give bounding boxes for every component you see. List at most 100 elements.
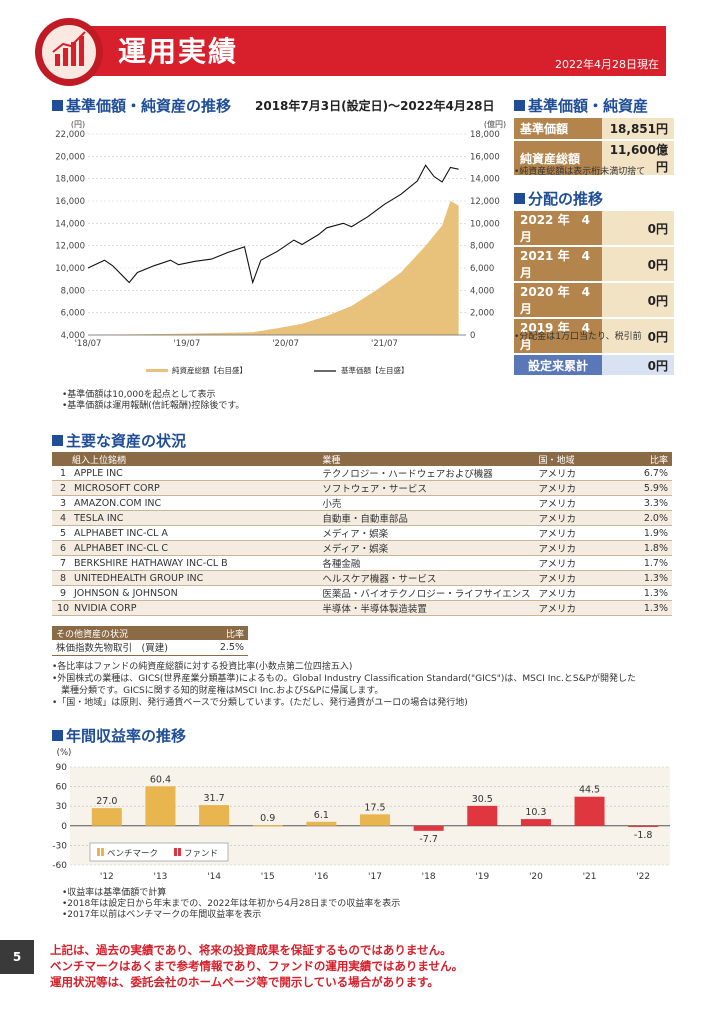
nav-value: 18,851円	[602, 118, 674, 141]
other-header-ratio: 比率	[206, 626, 248, 640]
x-tick-label: '21/07	[371, 339, 398, 349]
holding-name: 10 NVIDIA CORP	[52, 600, 319, 616]
other-ratio: 2.5%	[206, 640, 248, 656]
fund-bar	[628, 825, 659, 827]
section-bullet-icon	[52, 100, 63, 111]
returns-x-tick: '17	[368, 872, 382, 882]
holding-name-text: ALPHABET INC-CL A	[74, 527, 168, 539]
holding-sector: 小売	[318, 495, 535, 511]
left-tick-label: 14,000	[55, 219, 85, 229]
x-tick-label: '20/07	[272, 339, 299, 349]
nav-note-1: •基準価額は10,000を起点として表示	[62, 390, 216, 400]
nav-box-title: 基準価額・純資産	[514, 95, 648, 116]
holding-ratio: 3.3%	[613, 495, 672, 511]
holding-name: 7 BERKSHIRE HATHAWAY INC-CL B	[52, 555, 319, 571]
holding-country: アメリカ	[534, 495, 614, 511]
dist-total-label: 設定来累計	[514, 354, 602, 377]
col-header-ratio: 比率	[613, 452, 672, 466]
holding-sector: ヘルスケア機器・サービス	[318, 570, 535, 586]
table-row: 10 NVIDIA CORP 半導体・半導体製造装置 アメリカ 1.3%	[52, 600, 672, 616]
left-tick-label: 8,000	[61, 286, 85, 296]
holding-name: 6 ALPHABET INC-CL C	[52, 540, 319, 556]
holding-sector: テクノロジー・ハードウェアおよび機器	[318, 466, 535, 481]
holding-name-text: MICROSOFT CORP	[74, 482, 160, 494]
returns-x-tick: '19	[475, 872, 489, 882]
holding-name: 5 ALPHABET INC-CL A	[52, 525, 319, 541]
nav-note-2: •基準価額は運用報酬(信託報酬)控除後です。	[62, 401, 245, 411]
header-bar	[55, 26, 666, 76]
dist-period: 2020 年 4月	[514, 282, 602, 319]
holding-country: アメリカ	[534, 466, 614, 481]
holding-rank: 2	[59, 482, 67, 494]
col-header-country: 国・地域	[534, 452, 614, 466]
holding-sector: ソフトウェア・サービス	[318, 480, 535, 496]
returns-y-tick: 60	[56, 783, 68, 793]
bar-value-label: -1.8	[634, 830, 653, 841]
nav-chart: (円) (億円) 4,000 6,000 8,000 10,000 12,000 14,0…	[55, 119, 506, 375]
dist-row: 2022 年 4月 0円	[514, 211, 674, 247]
right-tick-label: 4,000	[470, 286, 494, 296]
table-row: 5 ALPHABET INC-CL A メディア・娯楽 アメリカ 1.9%	[52, 525, 672, 541]
nav-row-price: 基準価額 18,851円	[514, 118, 674, 141]
holdings-note-3: 業種分類です。GICSに関する知的財産権はMSCI Inc.およびS&Pに帰属し…	[52, 686, 384, 696]
holding-rank: 4	[59, 512, 67, 524]
chart-badge-icon	[35, 18, 103, 86]
returns-x-tick: '20	[529, 872, 543, 882]
other-header-name: その他資産の状況	[52, 626, 207, 640]
holding-name-text: TESLA INC	[74, 512, 124, 524]
right-tick-label: 2,000	[470, 309, 494, 319]
holding-country: アメリカ	[534, 540, 614, 556]
holdings-note-1: •各比率はファンドの純資産総額に対する投資比率(小数点第二位四捨五入)	[52, 662, 353, 672]
holding-sector: メディア・娯楽	[318, 525, 535, 541]
section-bullet-icon	[52, 435, 63, 446]
benchmark-bar	[360, 814, 390, 826]
dist-period: 2019 年 4月	[514, 318, 602, 355]
holding-ratio: 1.3%	[613, 570, 672, 586]
right-tick-label: 6,000	[470, 264, 494, 274]
holding-rank: 5	[59, 527, 67, 539]
dist-period: 2022 年 4月	[514, 211, 602, 247]
returns-note-2: •2018年は設定日から年末までの、2022年は年初から4月28日までの収益率を…	[62, 899, 401, 909]
holding-name: 4 TESLA INC	[52, 510, 319, 526]
dist-note: •分配金は1万口当たり、税引前	[514, 332, 642, 342]
returns-x-tick: '21	[583, 872, 597, 882]
returns-x-tick: '18	[422, 872, 436, 882]
dist-row: 2019 年 4月 0円	[514, 318, 674, 355]
disclaimer-line: ベンチマークはあくまで参考情報であり、ファンドの運用実績ではありません。	[50, 959, 464, 973]
holdings-note-2: •外国株式の業種は、GICS(世界産業分類基準)によるもの。Global Ind…	[52, 674, 637, 684]
dist-row: 2020 年 4月 0円	[514, 282, 674, 319]
holding-country: アメリカ	[534, 525, 614, 541]
section-bullet-icon	[514, 193, 525, 204]
holdings-title: 主要な資産の状況	[52, 430, 186, 451]
as-of-date: 2022年4月28日現在	[555, 58, 659, 71]
right-tick-label: 16,000	[470, 152, 500, 162]
right-tick-label: 8,000	[470, 242, 494, 252]
benchmark-bar	[306, 821, 337, 826]
left-tick-label: 20,000	[55, 152, 85, 162]
holding-rank: 8	[59, 572, 67, 584]
nav-chart-period: 2018年7月3日(設定日)～2022年4月28日	[255, 99, 495, 113]
left-axis-unit: (円)	[71, 120, 85, 129]
dist-box-title: 分配の推移	[514, 188, 603, 209]
left-tick-label: 10,000	[55, 264, 85, 274]
returns-y-tick: 90	[56, 763, 68, 773]
page-number: 5	[0, 940, 34, 974]
returns-x-tick: '16	[314, 872, 328, 882]
x-tick-label: '19/07	[173, 339, 200, 349]
returns-note-3: •2017年以前はベンチマークの年間収益率を表示	[62, 910, 262, 920]
benchmark-bar	[145, 786, 176, 826]
nav-row-assets: 純資産総額 11,600億円	[514, 140, 674, 177]
returns-chart: (%) 27.0 60.4 31.7 0.9 6.1 17.5 -7.7 30.5 10.3 44…	[52, 748, 670, 882]
returns-x-tick: '22	[636, 872, 650, 882]
holding-name-text: AMAZON.COM INC	[74, 497, 162, 509]
holdings-header-row: 組入上位銘柄 業種 国・地域 比率	[52, 452, 672, 466]
dist-period: 2021 年 4月	[514, 246, 602, 283]
dist-amount: 0円	[602, 318, 674, 355]
assets-label: 純資産総額	[514, 140, 602, 177]
legend-asset-swatch	[146, 369, 168, 372]
legend-nav-label: 基準価額【左目盛】	[341, 365, 409, 375]
dist-row: 2021 年 4月 0円	[514, 246, 674, 283]
left-tick-label: 22,000	[55, 130, 85, 140]
dist-total-row: 設定来累計 0円	[514, 354, 674, 377]
returns-note-1: •収益率は基準価額で計算	[62, 888, 167, 898]
